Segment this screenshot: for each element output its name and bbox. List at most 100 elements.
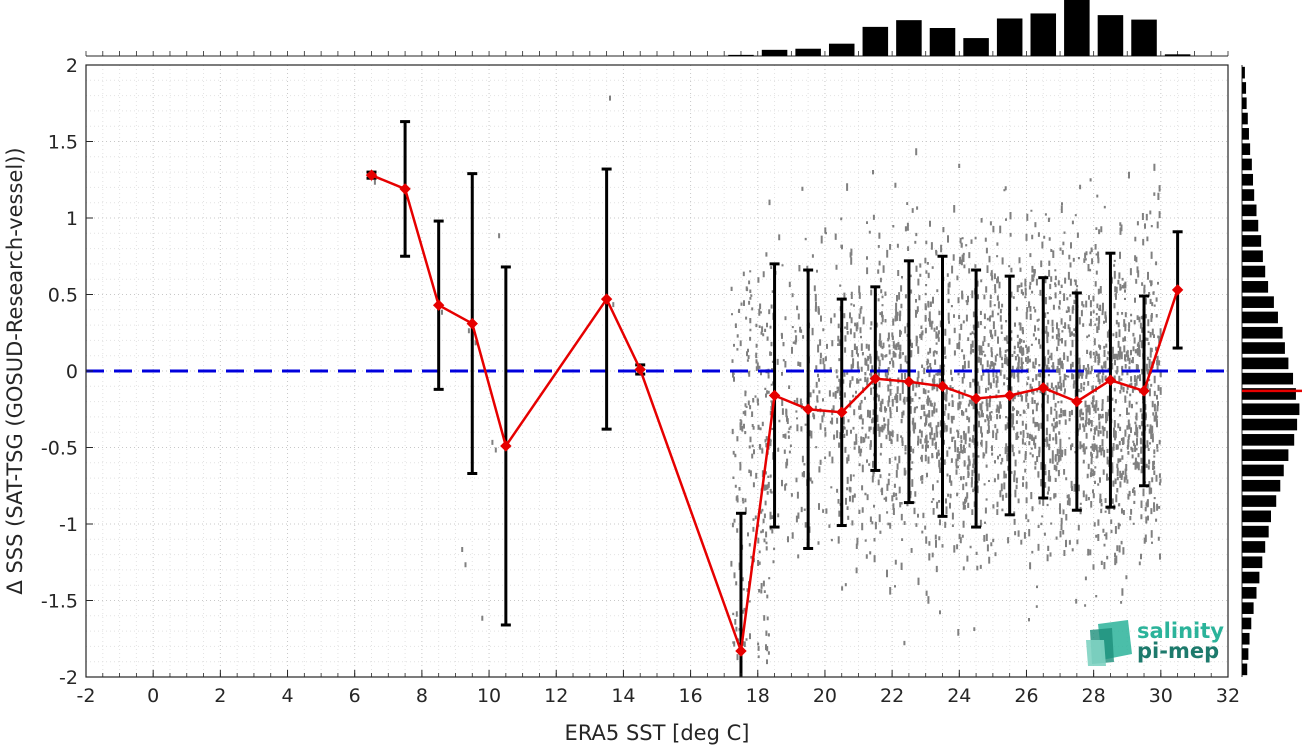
x-tick-label: 12 xyxy=(544,685,568,707)
x-tick-label: 26 xyxy=(1014,685,1038,707)
x-histogram-bar xyxy=(728,54,754,56)
x-tick-label: 6 xyxy=(349,685,361,707)
y-histogram-bar xyxy=(1242,541,1266,553)
y-histogram-bar xyxy=(1242,326,1283,339)
x-histogram-bar xyxy=(929,28,956,56)
mean-marker xyxy=(768,389,781,402)
x-tick-label: 16 xyxy=(678,685,702,707)
y-axis-ticks: 2 1.5 1 0.5 0 -0.5 -1 -1.5 -2 xyxy=(41,55,93,689)
y-histogram-bar xyxy=(1242,204,1257,217)
mean-marker xyxy=(869,372,882,385)
x-histogram-bar xyxy=(996,18,1023,56)
y-histogram-bar xyxy=(1242,388,1296,400)
y-histogram-bar xyxy=(1242,403,1300,416)
mean-marker xyxy=(432,299,445,311)
mean-marker xyxy=(1037,382,1049,394)
x-histogram-bar xyxy=(1097,15,1124,57)
y-histogram-bar xyxy=(1242,571,1260,584)
y-histogram-bar xyxy=(1242,128,1249,140)
x-tick-label: 22 xyxy=(880,685,904,707)
x-tick-label: 24 xyxy=(947,685,971,707)
mean-marker xyxy=(466,317,478,330)
mean-marker xyxy=(1138,385,1150,397)
x-histogram-bar xyxy=(862,26,889,56)
y-histogram-bar xyxy=(1242,235,1262,247)
x-tick-label: 10 xyxy=(477,685,501,707)
y-histogram-bar xyxy=(1242,418,1298,431)
mean-marker xyxy=(365,169,378,181)
binned-mean-markers xyxy=(365,169,1184,657)
x-histogram-bar xyxy=(1131,19,1157,57)
y-histogram-bar xyxy=(1242,556,1263,569)
y-histogram-bar xyxy=(1242,250,1263,263)
x-histogram-bar xyxy=(1164,54,1191,56)
y-histogram-bar xyxy=(1242,281,1269,293)
x-histogram-bar xyxy=(1030,13,1057,57)
y-histogram-bar xyxy=(1242,189,1255,201)
y-histogram-bar xyxy=(1242,173,1254,186)
x-tick-label: 32 xyxy=(1216,685,1240,707)
x-histogram-bar xyxy=(761,49,788,56)
x-histogram-bar xyxy=(963,38,989,56)
x-tick-label: 30 xyxy=(1149,685,1173,707)
y-histogram-bar xyxy=(1242,464,1284,477)
mean-marker xyxy=(1071,395,1083,408)
mean-marker xyxy=(600,293,613,305)
x-histogram-bar xyxy=(1064,0,1090,56)
y-axis-label: Δ SSS (SAT-TSG (GOSUD-Research-vessel)) xyxy=(3,147,27,594)
y-histogram-bar xyxy=(1242,97,1247,110)
salinity-pi-mep-logo: salinity pi-mep xyxy=(1086,619,1224,666)
mean-marker xyxy=(802,403,814,415)
y-histogram-bar xyxy=(1242,158,1252,171)
y-histogram-bar xyxy=(1242,525,1269,538)
y-histogram xyxy=(1241,65,1302,677)
x-histogram-bar xyxy=(896,20,922,56)
mean-marker xyxy=(735,645,747,657)
y-histogram-bar xyxy=(1242,648,1249,660)
x-axis-label: ERA5 SST [deg C] xyxy=(565,721,750,745)
x-histogram xyxy=(85,0,1229,57)
y-histogram-bar xyxy=(1242,617,1252,630)
y-tick-label: 1.5 xyxy=(48,132,78,154)
y-tick-label: -2 xyxy=(59,667,78,689)
y-histogram-bar xyxy=(1242,587,1257,599)
y-histogram-bar xyxy=(1242,219,1259,232)
x-tick-label: 4 xyxy=(281,685,293,707)
x-tick-label: 28 xyxy=(1082,685,1106,707)
y-tick-label: -1.5 xyxy=(41,591,78,613)
mean-marker xyxy=(634,363,646,376)
x-histogram-bar xyxy=(795,48,821,56)
y-histogram-bar xyxy=(1242,602,1254,614)
x-tick-label: 2 xyxy=(214,685,226,707)
mean-marker xyxy=(1104,374,1117,386)
logo-text-pimep: pi-mep xyxy=(1137,639,1219,663)
mean-marker xyxy=(836,406,848,419)
y-histogram-bar xyxy=(1242,372,1294,385)
mean-marker xyxy=(936,380,949,393)
y-histogram-bar xyxy=(1242,663,1248,676)
mean-marker xyxy=(399,183,411,195)
mean-marker xyxy=(903,376,915,388)
y-tick-label: 1 xyxy=(66,208,78,230)
x-tick-label: -2 xyxy=(77,685,96,707)
y-histogram-bar xyxy=(1242,434,1295,446)
x-tick-label: 0 xyxy=(147,685,159,707)
logo-text-salinity: salinity xyxy=(1137,619,1224,643)
y-histogram-bar xyxy=(1242,112,1248,125)
mean-marker xyxy=(970,392,982,405)
y-tick-label: 2 xyxy=(66,55,78,77)
y-histogram-bar xyxy=(1242,311,1278,324)
y-tick-label: -1 xyxy=(59,514,78,536)
x-tick-label: 14 xyxy=(611,685,635,707)
mean-marker xyxy=(1003,389,1016,402)
y-histogram-bar xyxy=(1242,510,1271,523)
y-histogram-bar xyxy=(1242,82,1247,94)
y-tick-label: -0.5 xyxy=(41,438,78,460)
x-histogram-bar xyxy=(828,43,855,56)
y-histogram-bar xyxy=(1242,632,1250,645)
mean-marker xyxy=(1171,284,1184,296)
y-histogram-bar xyxy=(1242,66,1245,79)
x-axis-ticks: -2 0 2 4 6 8 10 12 14 16 18 20 22 24 26 28 30 32 xyxy=(77,670,1240,707)
y-histogram-bar xyxy=(1242,449,1289,461)
